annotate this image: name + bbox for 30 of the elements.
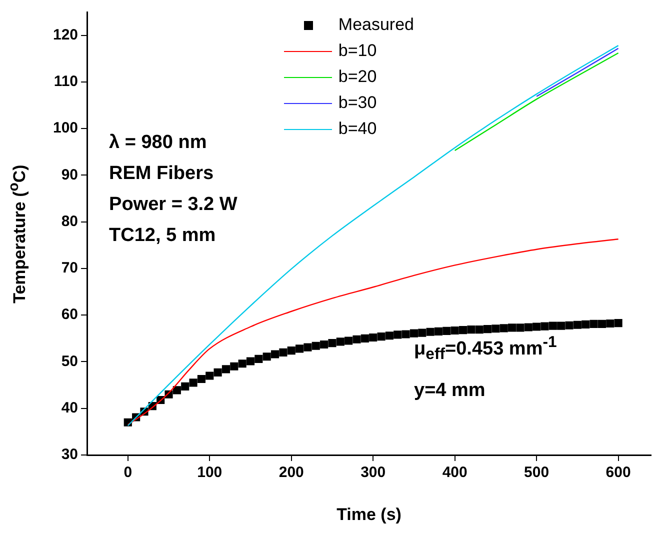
legend-label: b=20 (338, 66, 377, 88)
annotation: μ$_{eff}$=0.453 mm$^{-1}$ (414, 333, 557, 366)
x-tick-label: 0 (124, 464, 132, 482)
annotation: REM Fibers (109, 162, 215, 186)
y-tick-label: 110 (54, 73, 78, 90)
y-tick-label: 60 (61, 306, 78, 324)
x-tick-label: 200 (278, 464, 304, 482)
x-tick-label: 300 (360, 464, 386, 482)
annotation: TC12, 5 mm (109, 224, 217, 248)
y-tick-label: 50 (61, 352, 78, 370)
y-tick-label: 100 (52, 120, 78, 137)
y-tick-label: 40 (61, 400, 78, 417)
y-tick-label: 80 (61, 212, 78, 230)
x-tick-label: 500 (524, 464, 550, 482)
y-tick-label: 120 (52, 26, 78, 44)
legend-label: b=10 (338, 40, 377, 62)
x-tick-label: 600 (606, 464, 631, 482)
x-axis-title: Time (s) (336, 505, 402, 525)
y-tick-label: 70 (61, 260, 78, 277)
x-tick-label: 100 (197, 464, 222, 482)
line-series (454, 52, 619, 152)
legend-label: b=40 (338, 118, 377, 140)
legend-label: b=30 (338, 92, 377, 114)
annotation: λ = 980 nm (109, 131, 208, 155)
annotation: y=4 mm (414, 379, 486, 404)
x-tick-label: 400 (442, 464, 468, 482)
y-tick-label: 30 (61, 446, 78, 464)
legend-label: Measured (338, 14, 414, 36)
annotation: Power = 3.2 W (109, 193, 238, 217)
y-tick-label: 90 (61, 166, 78, 184)
